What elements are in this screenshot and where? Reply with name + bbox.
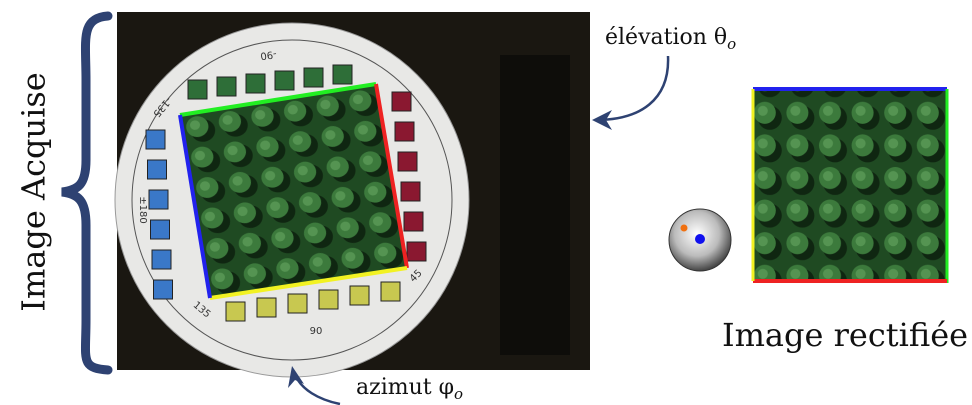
color-square	[245, 73, 266, 94]
elevation-subscript: o	[727, 35, 736, 53]
color-square	[287, 293, 308, 314]
edge-left	[178, 114, 212, 299]
color-square	[349, 285, 370, 306]
left-label: Image Acquise	[15, 72, 53, 311]
pegboard	[180, 84, 406, 299]
edge-top	[179, 82, 377, 117]
color-square	[380, 281, 401, 302]
color-square	[147, 159, 167, 180]
dial-label: 90	[310, 326, 323, 337]
color-square	[394, 121, 415, 142]
elevation-arrow	[595, 55, 670, 122]
azimuth-arrowhead	[288, 366, 304, 388]
color-square	[332, 64, 353, 85]
view-point-orange	[680, 224, 688, 232]
color-square	[148, 189, 169, 210]
azimuth-label: azimut φo	[356, 375, 463, 403]
rectified-image	[753, 89, 947, 281]
color-square	[256, 297, 277, 318]
color-square	[274, 70, 295, 91]
color-square	[400, 181, 421, 202]
acquired-image: -90 -135 ±180 135 90 45	[114, 12, 590, 378]
color-square	[397, 151, 418, 172]
brace	[61, 11, 113, 375]
color-square	[225, 301, 246, 322]
dial-label: ±180	[137, 196, 148, 223]
color-square	[151, 249, 172, 270]
view-point	[695, 234, 705, 244]
right-label: Image rectifiée	[722, 316, 968, 354]
color-square	[406, 241, 427, 262]
photo-shadow	[500, 55, 570, 355]
color-square	[318, 289, 339, 310]
edge-bottom	[209, 266, 408, 300]
color-square	[216, 76, 237, 97]
pegboard-fill	[180, 84, 406, 299]
color-square	[391, 91, 412, 112]
color-square	[187, 79, 208, 100]
edge-right	[374, 83, 409, 269]
dial-label: -90	[259, 48, 277, 61]
elevation-text: élévation θ	[605, 25, 727, 50]
dial-ring	[131, 39, 453, 361]
color-square	[303, 67, 324, 88]
color-square	[403, 211, 424, 232]
color-square	[150, 219, 170, 240]
azimuth-subscript: o	[454, 385, 463, 403]
color-square	[145, 129, 166, 150]
elevation-label: élévation θo	[605, 25, 736, 53]
elevation-arrowhead	[592, 110, 612, 130]
color-square	[153, 279, 173, 300]
azimuth-text: azimut φ	[356, 375, 454, 400]
